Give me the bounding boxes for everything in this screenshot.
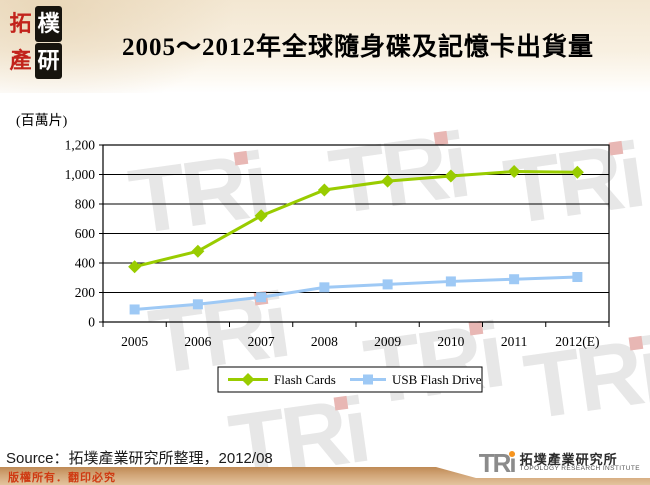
- data-point: [319, 282, 330, 293]
- series-flash-cards: [128, 165, 584, 274]
- data-point: [444, 169, 458, 183]
- copyright-text: 版權所有．翻印必究: [8, 472, 116, 484]
- data-point: [381, 174, 395, 188]
- data-point: [445, 276, 456, 287]
- data-point: [254, 209, 268, 223]
- y-tick-label: 200: [75, 285, 96, 300]
- logo-char-4: 研: [35, 43, 62, 79]
- data-point: [191, 244, 205, 258]
- x-tick-label: 2010: [437, 334, 464, 349]
- logo-char-3: 產: [9, 48, 32, 73]
- y-axis-unit-label: (百萬片): [16, 114, 68, 129]
- y-tick-label: 600: [75, 226, 96, 241]
- x-tick-label: 2009: [374, 334, 401, 349]
- logo-char-1: 拓: [9, 11, 32, 36]
- data-point: [570, 165, 584, 179]
- tri-en-name: TOPOLOGY RESEARCH INSTITUTE: [519, 465, 640, 473]
- data-point: [241, 373, 255, 386]
- x-tick-label: 2008: [311, 334, 338, 349]
- data-point: [317, 183, 331, 197]
- x-tick-label: 2006: [184, 334, 211, 349]
- page-title: 2005～2012年全球隨身碟及記憶卡出貨量: [121, 34, 594, 61]
- x-tick-label: 2005: [121, 334, 148, 349]
- data-point: [192, 299, 203, 310]
- tri-names: 拓墣產業研究所 TOPOLOGY RESEARCH INSTITUTE: [520, 453, 640, 473]
- series-line: [134, 170, 578, 269]
- y-tick-label: 400: [75, 256, 96, 271]
- y-tick-label: 0: [88, 315, 95, 330]
- series-usb-flash-drive: [129, 272, 583, 315]
- data-point: [382, 279, 393, 290]
- series-line: [134, 275, 578, 311]
- chart-canvas: 0 200 400 600 800 1,000 1,200 2005 2006 2007 2008 2…: [65, 138, 610, 393]
- data-point: [129, 304, 140, 315]
- legend: Flash Cards USB Flash Drive: [217, 366, 483, 393]
- data-point: [256, 292, 267, 303]
- logo-char-2: 樸: [35, 6, 62, 42]
- data-point: [363, 374, 373, 385]
- data-point: [128, 260, 142, 274]
- data-point: [572, 272, 583, 283]
- x-tick-label: 2011: [501, 334, 528, 349]
- data-point: [509, 274, 520, 285]
- x-tick-label: 2007: [248, 334, 275, 349]
- y-tick-label: 800: [75, 197, 96, 212]
- legend-label: USB Flash Drive: [392, 372, 482, 387]
- x-tick-label: 2012(E): [555, 334, 599, 349]
- tri-abbr-text: TRi: [478, 448, 517, 478]
- tri-footer-logo: TRi 拓墣產業研究所 TOPOLOGY RESEARCH INSTITUTE: [479, 450, 640, 476]
- header-banner: 拓 樸 產 研 2005～2012年全球隨身碟及記憶卡出貨量: [0, 0, 650, 93]
- tri-cjk-name: 拓墣產業研究所: [519, 451, 618, 467]
- company-logo: 拓 樸 產 研: [7, 6, 65, 80]
- data-point: [507, 165, 521, 179]
- y-tick-label: 1,000: [65, 167, 96, 182]
- legend-label: Flash Cards: [274, 372, 336, 387]
- y-tick-label: 1,200: [65, 138, 96, 153]
- source-note: Source：拓墣產業研究所整理，2012/08: [6, 450, 273, 467]
